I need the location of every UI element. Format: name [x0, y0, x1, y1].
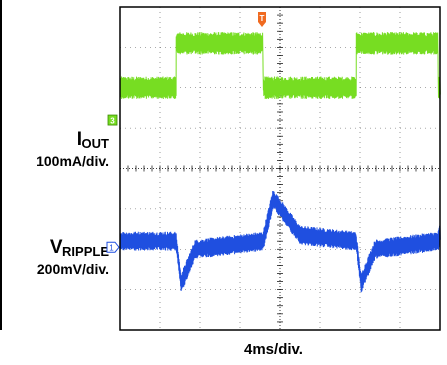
grid	[119, 6, 441, 331]
series-iout-trace	[119, 31, 441, 100]
channel-number: 1	[109, 244, 114, 253]
trigger-marker: T	[258, 12, 266, 27]
channel-number: 3	[110, 117, 115, 126]
vripple-scale: 200mV/div.	[36, 261, 109, 277]
iout-channel-label: IOUT 100mA/div.	[36, 130, 109, 170]
iout-channel-name: IOUT	[76, 129, 109, 151]
markers: 3 1 T	[106, 12, 266, 253]
iout-scale: 100mA/div.	[36, 153, 109, 169]
left-border-rule	[0, 0, 2, 330]
trigger-label: T	[260, 14, 265, 23]
plot-frame	[119, 6, 441, 331]
series-vripple-trace	[119, 190, 441, 293]
timebase-label: 4ms/div.	[244, 341, 303, 358]
vripple-channel-label: VRIPPLE 200mV/div.	[37, 238, 109, 278]
channel-3-ground-marker: 3	[107, 114, 118, 126]
waveforms	[119, 31, 441, 293]
vripple-channel-name: VRIPPLE	[49, 237, 109, 259]
channel-1-ground-marker: 1	[106, 241, 120, 253]
